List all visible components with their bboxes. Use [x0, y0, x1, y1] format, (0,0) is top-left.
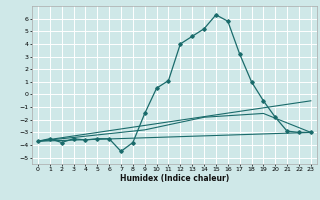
X-axis label: Humidex (Indice chaleur): Humidex (Indice chaleur) — [120, 174, 229, 183]
